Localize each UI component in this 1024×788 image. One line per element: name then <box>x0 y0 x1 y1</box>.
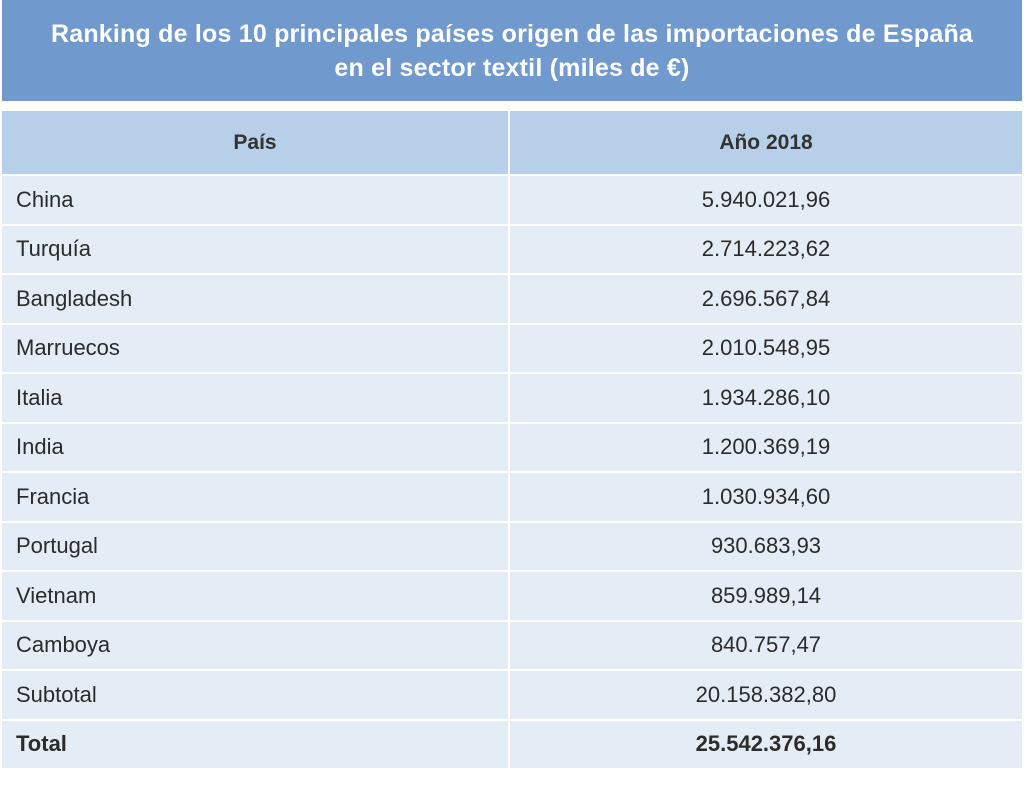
country-cell: China <box>2 176 510 224</box>
value-cell: 859.989,14 <box>710 582 822 608</box>
country-cell: Italia <box>2 374 510 422</box>
subtotal-value: 20.158.382,80 <box>695 681 837 707</box>
value-cell: 2.696.567,84 <box>701 285 831 311</box>
country-cell: Turquía <box>2 225 510 273</box>
title-separator <box>2 101 1022 111</box>
table-title-bar: Ranking de los 10 principales países ori… <box>2 0 1022 101</box>
table-header-row: País Año 2018 <box>2 111 1022 176</box>
header-year: Año 2018 <box>719 130 813 154</box>
country-cell: Vietnam <box>2 572 510 620</box>
country-cell: Camboya <box>2 621 510 669</box>
table-title-line-1: Ranking de los 10 principales países ori… <box>50 19 974 48</box>
country-cell: Bangladesh <box>2 275 510 323</box>
total-label: Total <box>2 720 510 768</box>
value-cell: 1.934.286,10 <box>701 384 831 410</box>
header-country: País <box>2 111 510 174</box>
total-row: Total 25.542.376,16 <box>2 720 1022 770</box>
subtotal-label: Subtotal <box>2 671 510 719</box>
value-cell: 840.757,47 <box>710 632 822 658</box>
table-row: China 5.940.021,96 <box>2 176 1022 226</box>
table-row: Bangladesh 2.696.567,84 <box>2 275 1022 325</box>
table-row: Italia 1.934.286,10 <box>2 374 1022 424</box>
country-cell: Francia <box>2 473 510 521</box>
table-row: India 1.200.369,19 <box>2 423 1022 473</box>
country-cell: Marruecos <box>2 324 510 372</box>
table-row: Francia 1.030.934,60 <box>2 473 1022 523</box>
value-cell: 1.030.934,60 <box>701 483 831 509</box>
table-row: Marruecos 2.010.548,95 <box>2 324 1022 374</box>
value-cell: 1.200.369,19 <box>701 434 831 460</box>
subtotal-row: Subtotal 20.158.382,80 <box>2 671 1022 721</box>
table-row: Portugal 930.683,93 <box>2 522 1022 572</box>
table-row: Camboya 840.757,47 <box>2 621 1022 671</box>
value-cell: 5.940.021,96 <box>701 186 831 212</box>
total-value: 25.542.376,16 <box>695 731 837 757</box>
value-cell: 2.010.548,95 <box>701 335 831 361</box>
country-cell: Portugal <box>2 522 510 570</box>
imports-table: País Año 2018 China 5.940.021,96 Turquía… <box>2 111 1022 770</box>
table-title-line-2: en el sector textil (miles de €) <box>334 53 690 82</box>
value-cell: 930.683,93 <box>710 533 822 559</box>
table-row: Turquía 2.714.223,62 <box>2 225 1022 275</box>
value-cell: 2.714.223,62 <box>701 236 831 262</box>
country-cell: India <box>2 423 510 471</box>
table-row: Vietnam 859.989,14 <box>2 572 1022 622</box>
table-title: Ranking de los 10 principales países ori… <box>41 17 983 85</box>
